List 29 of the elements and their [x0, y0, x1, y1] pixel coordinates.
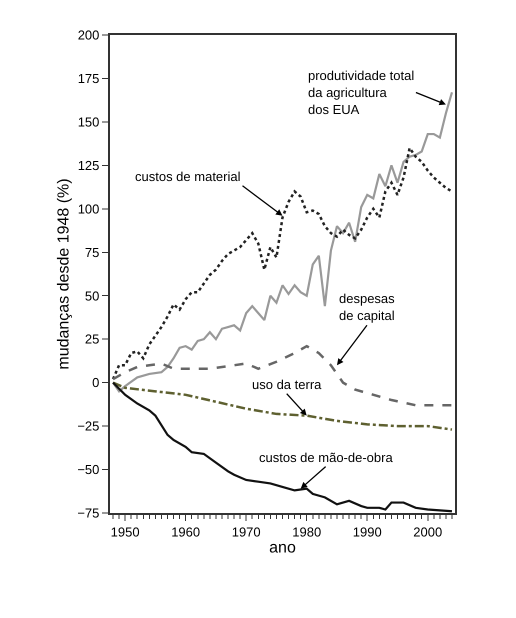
y-tick-label: 75 [84, 244, 100, 260]
annotation: produtividade total da agricultura dos EUA [308, 68, 414, 117]
y-tick-label: 200 [78, 28, 100, 43]
y-axis-title: mudanças desde 1948 (%) [56, 178, 73, 370]
y-tick-label: −50 [77, 462, 100, 478]
y-tick-label: −25 [77, 418, 100, 434]
annotation: custos de mão-de-obra [259, 450, 394, 465]
y-tick-label: 100 [78, 201, 100, 216]
x-axis-title: ano [269, 540, 296, 557]
x-tick-label: 1980 [292, 524, 322, 540]
y-tick-label: 125 [78, 158, 100, 173]
x-tick-label: 2000 [413, 524, 442, 540]
y-tick-label: 150 [78, 114, 100, 130]
line-series [112, 382, 454, 512]
annotation: custos de material [135, 169, 241, 184]
x-tick-label: 1990 [352, 524, 382, 540]
y-tick-label: −75 [77, 506, 100, 521]
y-tick-label: 0 [92, 375, 100, 390]
line-series [112, 344, 454, 406]
line-series [112, 381, 454, 431]
line-series [112, 146, 454, 380]
x-tick-label: 1960 [171, 524, 200, 540]
annotation: uso da terra [252, 377, 322, 392]
y-tick-label: 50 [84, 288, 100, 304]
annotation: despesas de capital [339, 291, 396, 323]
x-tick-label: 1970 [232, 524, 261, 540]
y-tick-label: 25 [84, 332, 100, 347]
x-tick-label: 1950 [110, 524, 140, 540]
y-tick-label: 175 [78, 71, 100, 86]
